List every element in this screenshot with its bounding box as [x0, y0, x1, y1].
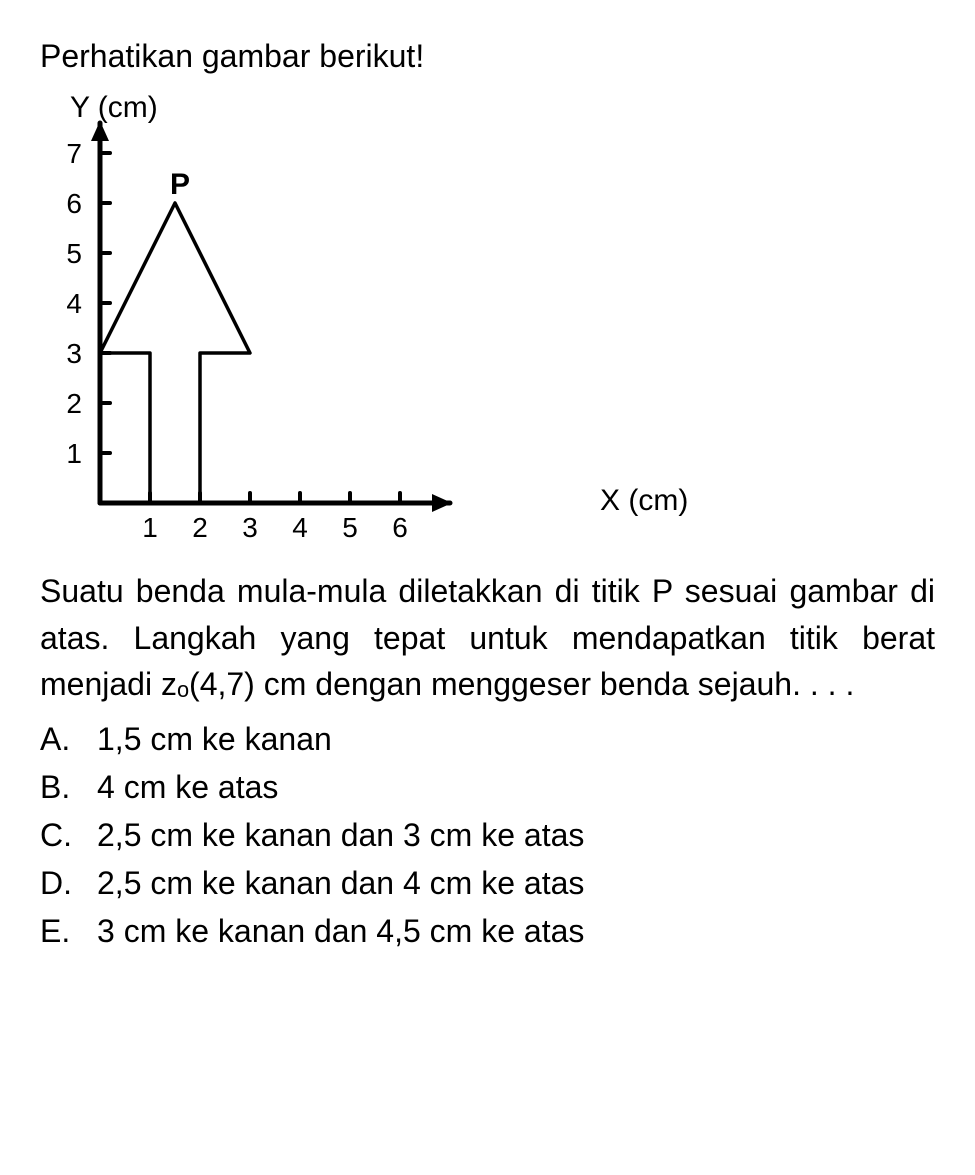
y-axis-label: Y (cm): [70, 88, 158, 129]
svg-text:7: 7: [66, 138, 82, 169]
option-e: E. 3 cm ke kanan dan 4,5 cm ke atas: [40, 907, 935, 955]
option-c: C. 2,5 cm ke kanan dan 3 cm ke atas: [40, 811, 935, 859]
option-text: 1,5 cm ke kanan: [97, 715, 332, 763]
svg-text:2: 2: [66, 388, 82, 419]
svg-text:4: 4: [292, 512, 308, 543]
option-a: A. 1,5 cm ke kanan: [40, 715, 935, 763]
chart-svg: 1 2 3 4 5 6 7 1 2 3 4 5 6: [50, 93, 750, 543]
option-text: 2,5 cm ke kanan dan 3 cm ke atas: [97, 811, 584, 859]
svg-text:3: 3: [242, 512, 258, 543]
option-letter: A.: [40, 715, 75, 763]
option-text: 2,5 cm ke kanan dan 4 cm ke atas: [97, 859, 584, 907]
option-text: 3 cm ke kanan dan 4,5 cm ke atas: [97, 907, 584, 955]
options-list: A. 1,5 cm ke kanan B. 4 cm ke atas C. 2,…: [40, 715, 935, 955]
svg-text:3: 3: [66, 338, 82, 369]
option-text: 4 cm ke atas: [97, 763, 278, 811]
option-letter: E.: [40, 907, 75, 955]
arrow-diagram: Y (cm) 1234567123456 X (cm) P: [50, 93, 750, 543]
question-body: Suatu benda mula-mula diletakkan di titi…: [40, 568, 935, 707]
option-b: B. 4 cm ke atas: [40, 763, 935, 811]
svg-text:5: 5: [342, 512, 358, 543]
svg-text:5: 5: [66, 238, 82, 269]
svg-text:1: 1: [142, 512, 158, 543]
svg-text:2: 2: [192, 512, 208, 543]
option-letter: B.: [40, 763, 75, 811]
question-title: Perhatikan gambar berikut!: [40, 35, 935, 78]
option-letter: C.: [40, 811, 75, 859]
x-axis-label: X (cm): [600, 481, 688, 522]
svg-text:4: 4: [66, 288, 82, 319]
svg-text:1: 1: [66, 438, 82, 469]
point-p-label: P: [170, 165, 190, 206]
svg-text:6: 6: [66, 188, 82, 219]
option-d: D. 2,5 cm ke kanan dan 4 cm ke atas: [40, 859, 935, 907]
option-letter: D.: [40, 859, 75, 907]
svg-text:6: 6: [392, 512, 408, 543]
